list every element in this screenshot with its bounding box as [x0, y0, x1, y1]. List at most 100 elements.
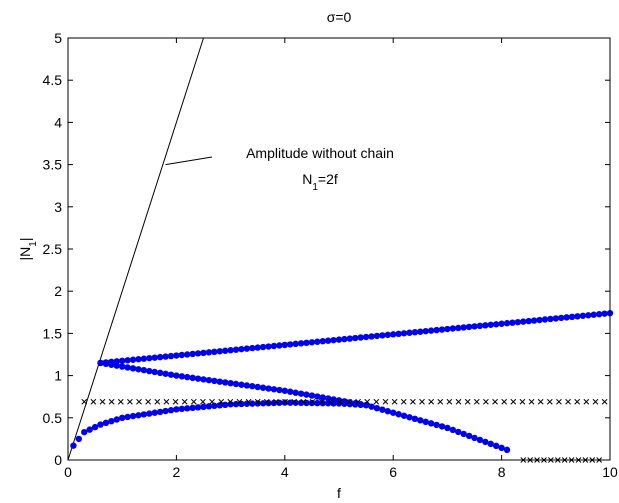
data-point-middle — [379, 406, 386, 413]
data-point-upper — [314, 338, 321, 345]
data-point-lower — [249, 400, 256, 407]
data-point-upper — [259, 343, 267, 351]
x-marker — [364, 398, 371, 405]
x-marker-stroke — [218, 398, 225, 405]
x-marker-stroke — [565, 398, 571, 405]
x-marker-stroke — [483, 398, 489, 405]
data-point-lower — [254, 400, 261, 407]
data-point-upper — [455, 324, 462, 332]
x-marker — [337, 398, 343, 405]
data-point-middle — [498, 444, 505, 452]
x-marker-stroke — [81, 398, 88, 405]
x-marker — [309, 398, 316, 405]
data-point-upper — [595, 311, 603, 318]
x-marker — [254, 398, 261, 405]
data-point-middle — [492, 442, 500, 450]
plot-frame — [67, 37, 611, 461]
data-point-upper — [341, 335, 348, 343]
x-marker — [528, 398, 535, 405]
data-point-middle — [162, 370, 169, 377]
data-point-upper — [590, 311, 597, 318]
data-point-upper — [498, 320, 505, 327]
data-point-middle — [487, 440, 494, 448]
data-point-upper — [151, 354, 158, 361]
x-marker-stroke — [209, 398, 215, 405]
y-tick-label: 4 — [54, 114, 62, 130]
data-point-middle — [119, 363, 126, 370]
x-marker-stroke — [501, 398, 508, 405]
data-point-lower — [151, 409, 158, 416]
y-tick-label: 4.5 — [43, 72, 63, 88]
x-marker — [410, 398, 416, 405]
data-point-middle — [476, 436, 484, 444]
x-marker — [282, 398, 288, 405]
x-marker — [300, 398, 307, 405]
data-point-middle — [243, 382, 251, 389]
data-point-middle — [400, 412, 408, 419]
chart-title: σ=0 — [327, 9, 352, 25]
x-tick-label: 0 — [64, 464, 72, 480]
x-marker — [574, 398, 581, 405]
data-point-middle — [167, 371, 175, 378]
y-tick-label: 0 — [54, 452, 62, 468]
x-marker — [373, 398, 380, 405]
data-point-middle — [324, 395, 332, 402]
data-point-lower — [156, 408, 164, 416]
data-point-middle — [427, 420, 435, 427]
data-point-middle — [249, 383, 256, 390]
data-point-middle — [232, 380, 240, 388]
data-point-upper — [156, 353, 164, 361]
x-marker-stroke — [583, 398, 590, 405]
data-point-lower — [189, 404, 196, 412]
data-point-upper — [167, 352, 175, 360]
x-marker — [446, 398, 453, 405]
data-point-upper — [211, 348, 218, 356]
x-marker-stroke — [510, 398, 517, 405]
data-point-upper — [200, 349, 207, 357]
data-point-lower — [86, 426, 93, 433]
data-point-upper — [395, 330, 402, 338]
data-point-upper — [254, 344, 261, 351]
x-marker-stroke — [227, 398, 234, 405]
x-marker-stroke — [473, 398, 480, 405]
x-marker-stroke — [108, 398, 115, 405]
data-point-upper — [270, 342, 278, 350]
x-marker-stroke — [117, 398, 124, 405]
x-marker-stroke — [90, 398, 97, 405]
data-point-middle — [135, 366, 142, 373]
x-marker-stroke — [428, 398, 434, 405]
x-marker-stroke — [236, 398, 243, 405]
data-point-upper — [232, 346, 240, 353]
y-tick-label: 2.5 — [43, 241, 63, 257]
x-marker — [218, 398, 225, 405]
data-point-middle — [184, 373, 191, 381]
x-marker — [127, 398, 133, 405]
y-tick-label: 0.5 — [43, 410, 63, 426]
data-point-middle — [151, 368, 158, 376]
x-marker — [473, 398, 480, 405]
data-point-middle — [194, 375, 202, 382]
data-point-upper — [449, 325, 457, 332]
data-point-lower — [113, 416, 120, 423]
x-marker — [519, 398, 526, 405]
x-marker-stroke — [592, 398, 599, 405]
x-marker-stroke — [391, 398, 398, 405]
data-point-upper — [368, 333, 375, 340]
data-point-lower — [341, 400, 348, 407]
data-point-upper — [319, 338, 326, 345]
x-marker-stroke — [556, 398, 562, 405]
data-point-middle — [238, 381, 245, 388]
data-point-middle — [129, 365, 137, 372]
data-point-upper — [184, 351, 191, 358]
data-point-upper — [124, 357, 131, 364]
x-marker-stroke — [245, 398, 252, 405]
data-point-upper — [216, 348, 223, 355]
data-point-lower — [362, 401, 370, 409]
data-point-middle — [460, 430, 467, 438]
data-point-upper — [173, 352, 180, 359]
data-point-upper — [129, 356, 137, 363]
y-tick-label: 5 — [54, 30, 62, 46]
data-point-middle — [205, 376, 213, 384]
data-point-lower — [124, 413, 131, 421]
data-point-lower — [330, 400, 337, 407]
